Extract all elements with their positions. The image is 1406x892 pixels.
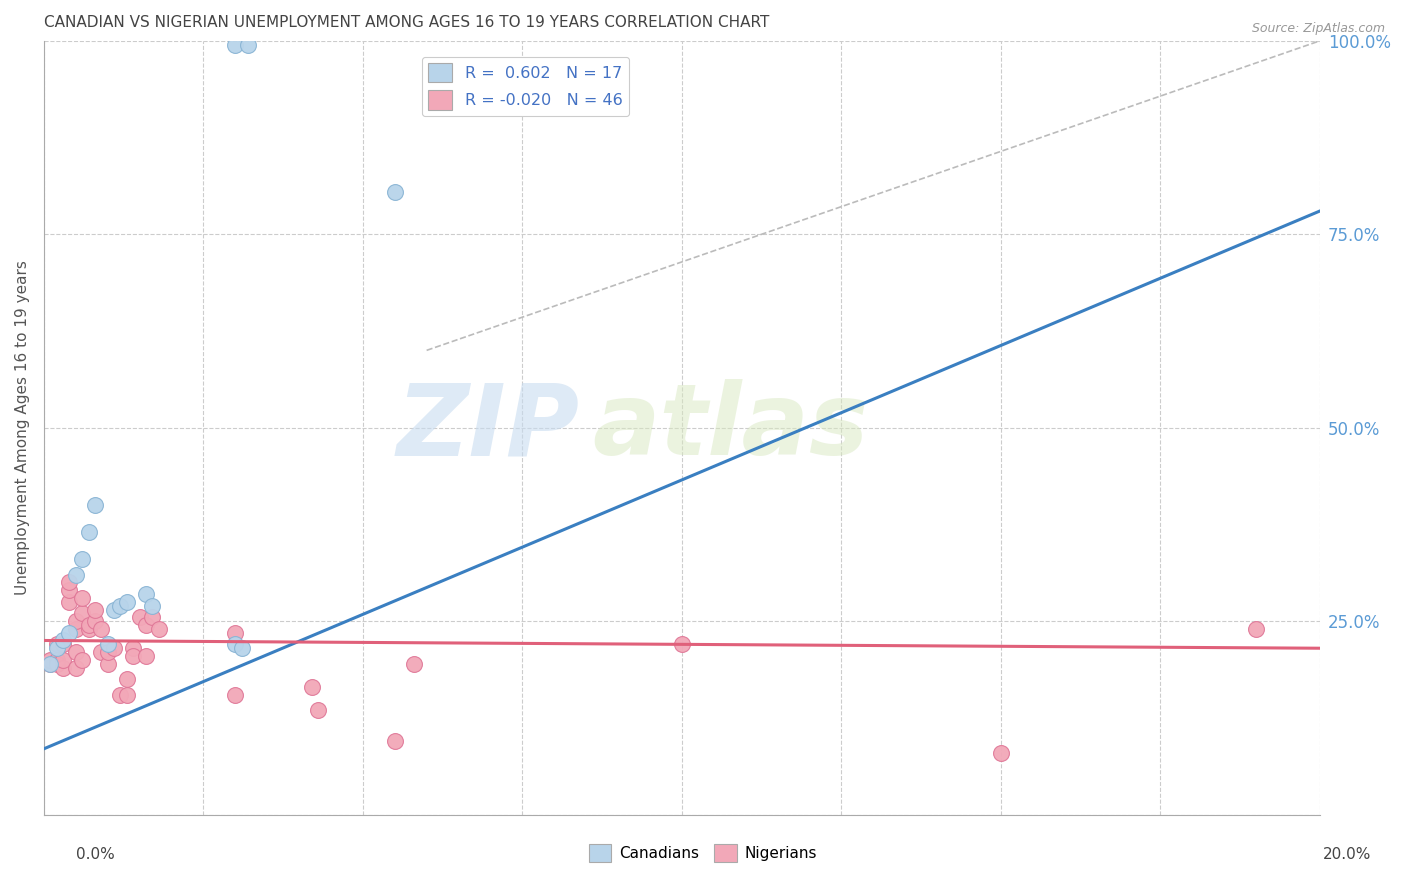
- Text: ZIP: ZIP: [396, 379, 579, 476]
- Point: [70, 552, 93, 566]
- Point: [84, 498, 107, 512]
- Point: [115, 672, 138, 686]
- Point: [84, 614, 107, 628]
- Point: [141, 610, 163, 624]
- Point: [77, 622, 100, 636]
- Point: [39, 657, 62, 671]
- Point: [103, 602, 125, 616]
- Point: [70, 591, 93, 605]
- Point: [45, 653, 67, 667]
- Point: [990, 746, 1012, 760]
- Point: [148, 622, 170, 636]
- Point: [236, 37, 259, 52]
- Point: [110, 599, 132, 613]
- Point: [45, 637, 67, 651]
- Point: [90, 645, 112, 659]
- Point: [115, 688, 138, 702]
- Point: [103, 641, 125, 656]
- Text: 20.0%: 20.0%: [1323, 847, 1371, 862]
- Point: [52, 633, 75, 648]
- Text: atlas: atlas: [592, 379, 869, 476]
- Point: [97, 637, 120, 651]
- Point: [141, 599, 163, 613]
- Point: [128, 610, 150, 624]
- Point: [301, 680, 323, 694]
- Point: [52, 637, 75, 651]
- Point: [122, 641, 145, 656]
- Point: [52, 660, 75, 674]
- Point: [110, 688, 132, 702]
- Point: [1244, 622, 1267, 636]
- Point: [65, 660, 87, 674]
- Text: 0.0%: 0.0%: [76, 847, 115, 862]
- Point: [97, 645, 120, 659]
- Point: [65, 614, 87, 628]
- Text: Source: ZipAtlas.com: Source: ZipAtlas.com: [1251, 22, 1385, 36]
- Point: [65, 645, 87, 659]
- Point: [97, 657, 120, 671]
- Legend: R =  0.602   N = 17, R = -0.020   N = 46: R = 0.602 N = 17, R = -0.020 N = 46: [422, 56, 628, 116]
- Point: [224, 37, 246, 52]
- Point: [402, 657, 425, 671]
- Point: [70, 653, 93, 667]
- Text: CANADIAN VS NIGERIAN UNEMPLOYMENT AMONG AGES 16 TO 19 YEARS CORRELATION CHART: CANADIAN VS NIGERIAN UNEMPLOYMENT AMONG …: [44, 15, 769, 30]
- Point: [45, 641, 67, 656]
- Point: [77, 618, 100, 632]
- Y-axis label: Unemployment Among Ages 16 to 19 years: Unemployment Among Ages 16 to 19 years: [15, 260, 30, 595]
- Point: [224, 688, 246, 702]
- Point: [671, 637, 693, 651]
- Point: [384, 734, 406, 748]
- Point: [135, 618, 157, 632]
- Point: [39, 657, 62, 671]
- Point: [39, 653, 62, 667]
- Point: [135, 587, 157, 601]
- Point: [231, 641, 253, 656]
- Point: [65, 622, 87, 636]
- Point: [384, 185, 406, 199]
- Point: [122, 648, 145, 663]
- Point: [90, 622, 112, 636]
- Point: [45, 657, 67, 671]
- Point: [84, 602, 107, 616]
- Point: [115, 595, 138, 609]
- Point: [58, 625, 80, 640]
- Point: [224, 637, 246, 651]
- Point: [224, 625, 246, 640]
- Point: [65, 567, 87, 582]
- Point: [135, 648, 157, 663]
- Point: [52, 653, 75, 667]
- Point: [58, 575, 80, 590]
- Legend: Canadians, Nigerians: Canadians, Nigerians: [582, 838, 824, 868]
- Point: [58, 583, 80, 598]
- Point: [77, 525, 100, 540]
- Point: [307, 703, 329, 717]
- Point: [70, 607, 93, 621]
- Point: [58, 595, 80, 609]
